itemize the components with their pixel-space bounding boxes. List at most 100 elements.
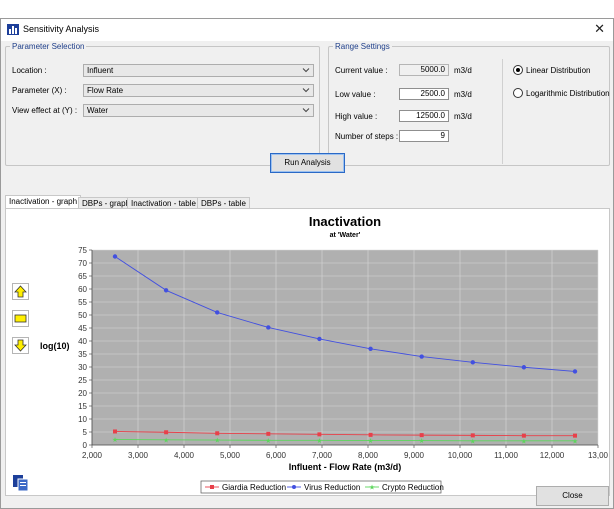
virus-reduction-point <box>368 346 373 351</box>
chevron-down-icon <box>302 108 310 113</box>
y-tick-label: 0 <box>83 441 88 450</box>
crypto-reduction-point: ★ <box>214 437 220 445</box>
crypto-reduction-point: ★ <box>316 437 322 445</box>
y-tick-label: 35 <box>78 350 87 359</box>
x-tick-label: 4,000 <box>174 451 195 460</box>
parameter-value: Flow Rate <box>87 86 124 95</box>
crypto-reduction-point: ★ <box>521 437 527 445</box>
giardia-reduction-point <box>368 432 373 437</box>
scale-down-button[interactable] <box>12 337 29 354</box>
tab-inactivation-graph[interactable]: Inactivation - graph <box>5 195 82 209</box>
linear-distribution-radio[interactable] <box>513 65 523 75</box>
location-value: Influent <box>87 66 114 75</box>
y-tick-label: 70 <box>78 259 87 268</box>
crypto-reduction-point: ★ <box>572 437 578 445</box>
giardia-reduction-point <box>521 433 526 438</box>
x-tick-label: 6,000 <box>266 451 287 460</box>
x-tick-label: 9,000 <box>404 451 425 460</box>
y-tick-label: 45 <box>78 324 87 333</box>
chart-subtitle: at 'Water' <box>330 232 361 239</box>
y-tick-label: 65 <box>78 272 87 281</box>
crypto-reduction-point: ★ <box>265 437 271 445</box>
high-value-input[interactable]: 12500.0 <box>399 110 449 122</box>
y-tick-label: 30 <box>78 363 87 372</box>
location-combo[interactable]: Influent <box>83 64 314 77</box>
view-effect-combo[interactable]: Water <box>83 104 314 117</box>
y-tick-label: 15 <box>78 402 87 411</box>
run-analysis-button[interactable]: Run Analysis <box>270 153 345 173</box>
x-tick-label: 3,000 <box>128 451 149 460</box>
log-distribution-label[interactable]: Logarithmic Distribution <box>526 89 610 98</box>
inactivation-graph-panel: Inactivation at 'Water' 2,000 3,000 4,000 5,0… <box>5 208 610 496</box>
current-value-field: 5000.0 <box>399 64 449 76</box>
legend-entry-giardia-reduction: Giardia Reduction <box>222 483 286 492</box>
view-effect-value: Water <box>87 106 109 115</box>
log-distribution-radio[interactable] <box>513 88 523 98</box>
window-close-icon[interactable]: ✕ <box>594 21 605 36</box>
crypto-reduction-point: ★ <box>163 436 169 444</box>
x-tick-label: 5,000 <box>220 451 241 460</box>
rectangle-icon <box>14 314 27 323</box>
steps-label: Number of steps : <box>335 132 399 141</box>
chevron-down-icon <box>302 68 310 73</box>
low-value-label: Low value : <box>335 90 376 99</box>
high-unit: m3/d <box>454 112 472 121</box>
virus-reduction-point <box>317 336 322 342</box>
y-axis-label: log(10) <box>40 341 70 351</box>
range-settings-legend: Range Settings <box>335 42 390 51</box>
parameter-combo[interactable]: Flow Rate <box>83 84 314 97</box>
giardia-reduction-point <box>215 431 220 436</box>
x-tick-label: 7,000 <box>312 451 333 460</box>
copy-chart-button[interactable] <box>11 473 30 492</box>
legend-marker-crypto-reduction: ★ <box>369 484 375 492</box>
virus-reduction-point <box>163 288 169 293</box>
x-tick-label: 10,000 <box>448 451 473 460</box>
reset-scale-button[interactable] <box>12 310 29 327</box>
plot-area <box>92 250 598 445</box>
x-tick-label: 12,000 <box>540 451 565 460</box>
x-tick-label: 8,000 <box>358 451 379 460</box>
y-tick-label: 60 <box>78 285 87 294</box>
copy-icon <box>13 475 29 492</box>
current-unit: m3/d <box>454 66 472 75</box>
x-tick-label: 13,00 <box>588 451 609 460</box>
y-tick-label: 20 <box>78 389 87 398</box>
low-unit: m3/d <box>454 90 472 99</box>
y-tick-label: 75 <box>78 246 87 255</box>
crypto-reduction-point: ★ <box>470 437 476 445</box>
giardia-reduction-point <box>266 431 271 436</box>
y-tick-label: 25 <box>78 376 87 385</box>
crypto-reduction-point: ★ <box>419 437 425 445</box>
low-value-input[interactable]: 2500.0 <box>399 88 449 100</box>
scale-up-button[interactable] <box>12 283 29 300</box>
close-button[interactable]: Close <box>536 486 609 506</box>
inactivation-chart: Inactivation at 'Water' 2,000 3,000 4,000 5,0… <box>40 214 609 494</box>
title-bar: Sensitivity Analysis ✕ <box>1 19 613 41</box>
legend-marker-virus-reduction <box>292 485 296 489</box>
chart-legend <box>200 480 442 494</box>
virus-reduction-point <box>419 354 424 359</box>
sensitivity-analysis-window: Sensitivity Analysis ✕ Parameter Selecti… <box>0 18 614 509</box>
parameter-selection-legend: Parameter Selection <box>12 42 85 51</box>
virus-reduction-point <box>112 254 118 259</box>
range-divider <box>502 59 503 164</box>
arrow-up-icon <box>14 285 27 298</box>
y-tick-label: 55 <box>78 298 87 307</box>
virus-reduction-point <box>266 325 271 330</box>
arrow-down-icon <box>14 339 27 352</box>
chevron-down-icon <box>302 88 310 93</box>
tab-dbps-table[interactable]: DBPs - table <box>197 197 250 209</box>
legend-entry-crypto-reduction: Crypto Reduction <box>382 483 444 492</box>
parameter-label: Parameter (X) : <box>12 86 67 95</box>
y-tick-label: 5 <box>83 428 88 437</box>
giardia-reduction-line <box>114 431 575 437</box>
parameter-selection-group: Parameter Selection Location : Influent … <box>5 42 320 166</box>
linear-distribution-label[interactable]: Linear Distribution <box>526 66 591 75</box>
virus-reduction-point <box>572 369 578 374</box>
steps-input[interactable]: 9 <box>399 130 449 142</box>
x-tick-label: 2,000 <box>82 451 103 460</box>
range-settings-group: Range Settings Current value : 5000.0 m3… <box>328 42 610 166</box>
virus-reduction-point <box>521 365 527 370</box>
giardia-reduction-point <box>419 433 424 438</box>
giardia-reduction-point <box>573 433 577 438</box>
